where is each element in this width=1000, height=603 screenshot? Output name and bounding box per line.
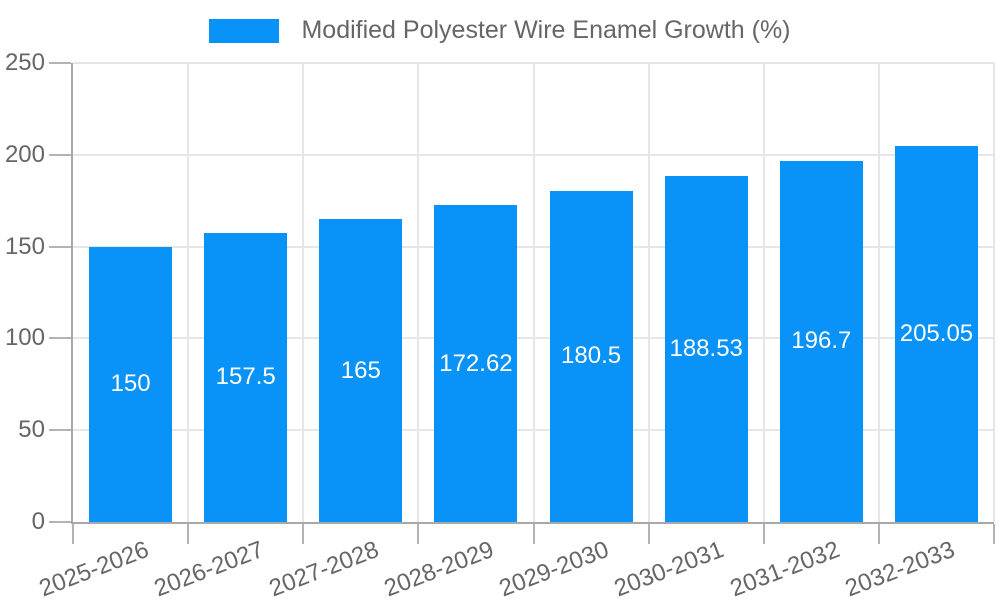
x-axis-label: 2031-2032 [726,536,843,603]
x-gridline [302,63,305,522]
bar-value-label: 196.7 [791,327,852,355]
y-tick [49,521,71,523]
x-tick [417,524,420,544]
x-tick [187,524,190,544]
y-tick-label: 200 [4,140,45,168]
x-gridline [417,63,420,522]
x-gridline [647,63,650,522]
y-tick-label: 150 [4,232,45,260]
x-gridline [187,63,190,522]
x-axis-label: 2027-2028 [265,536,383,603]
y-tick-label: 0 [31,508,45,535]
bar-value-label: 157.5 [215,363,276,391]
x-axis-label: 2025-2026 [35,536,153,603]
y-tick [49,62,71,64]
bar[interactable]: 196.7 [779,160,863,522]
x-axis-line [71,522,994,524]
y-tick [49,245,71,248]
plot-area: 0 50 100 150 200 250 150 2025-2026 157.5 2026-202… [5,50,995,602]
y-tick-label: 50 [18,416,45,444]
bar-value-label: 165 [340,356,381,384]
bar[interactable]: 188.53 [664,175,748,522]
y-tick-label: 100 [4,324,45,352]
legend-swatch [209,18,280,43]
x-tick [877,524,880,544]
x-axis-label: 2032-2033 [841,536,959,603]
bar[interactable]: 172.62 [434,205,518,522]
bar[interactable]: 150 [89,246,173,522]
x-tick [993,524,995,544]
x-axis-label: 2026-2027 [150,536,268,603]
bar-value-label: 172.62 [439,349,513,377]
bar[interactable]: 180.5 [549,190,633,522]
legend[interactable]: Modified Polyester Wire Enamel Growth (%… [0,16,1000,45]
x-tick [72,524,74,544]
x-axis-label: 2028-2029 [380,536,498,603]
x-tick [762,524,765,544]
y-tick [49,337,71,340]
bar[interactable]: 205.05 [894,145,978,522]
x-tick [647,524,650,544]
bar-value-label: 205.05 [899,319,974,347]
bar[interactable]: 157.5 [204,232,288,522]
x-axis-label: 2029-2030 [495,536,613,603]
x-gridline [993,63,995,522]
x-axis-label: 2030-2031 [611,536,728,603]
bar[interactable]: 165 [319,219,403,522]
y-axis-line [71,63,73,524]
bar-value-label: 188.53 [669,334,743,362]
bar-value-label: 150 [110,370,151,398]
bar-value-label: 180.5 [561,342,622,370]
x-gridline [762,63,765,522]
x-tick [532,524,535,544]
y-tick [49,153,71,156]
x-gridline [877,63,880,522]
y-tick [49,429,71,432]
x-tick [302,524,305,544]
legend-label: Modified Polyester Wire Enamel Growth (%… [301,16,791,44]
y-tick-label: 250 [4,49,45,76]
x-gridline [532,63,535,522]
